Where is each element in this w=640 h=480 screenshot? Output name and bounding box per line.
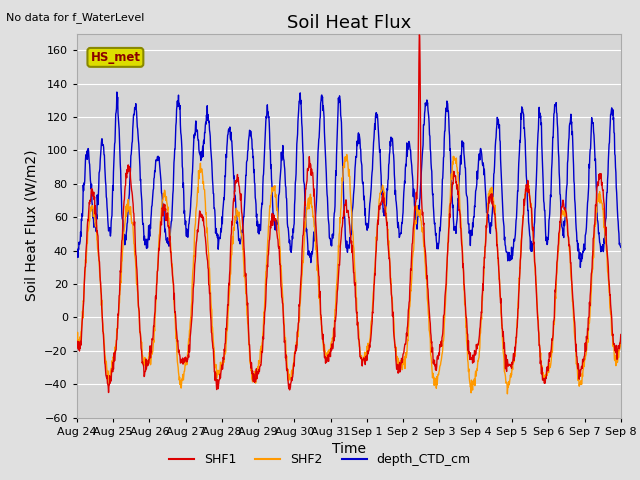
Text: No data for f_WaterLevel: No data for f_WaterLevel bbox=[6, 12, 145, 23]
Y-axis label: Soil Heat Flux (W/m2): Soil Heat Flux (W/m2) bbox=[25, 150, 38, 301]
Text: HS_met: HS_met bbox=[90, 51, 140, 64]
X-axis label: Time: Time bbox=[332, 442, 366, 456]
Title: Soil Heat Flux: Soil Heat Flux bbox=[287, 14, 411, 32]
Legend: SHF1, SHF2, depth_CTD_cm: SHF1, SHF2, depth_CTD_cm bbox=[164, 448, 476, 471]
